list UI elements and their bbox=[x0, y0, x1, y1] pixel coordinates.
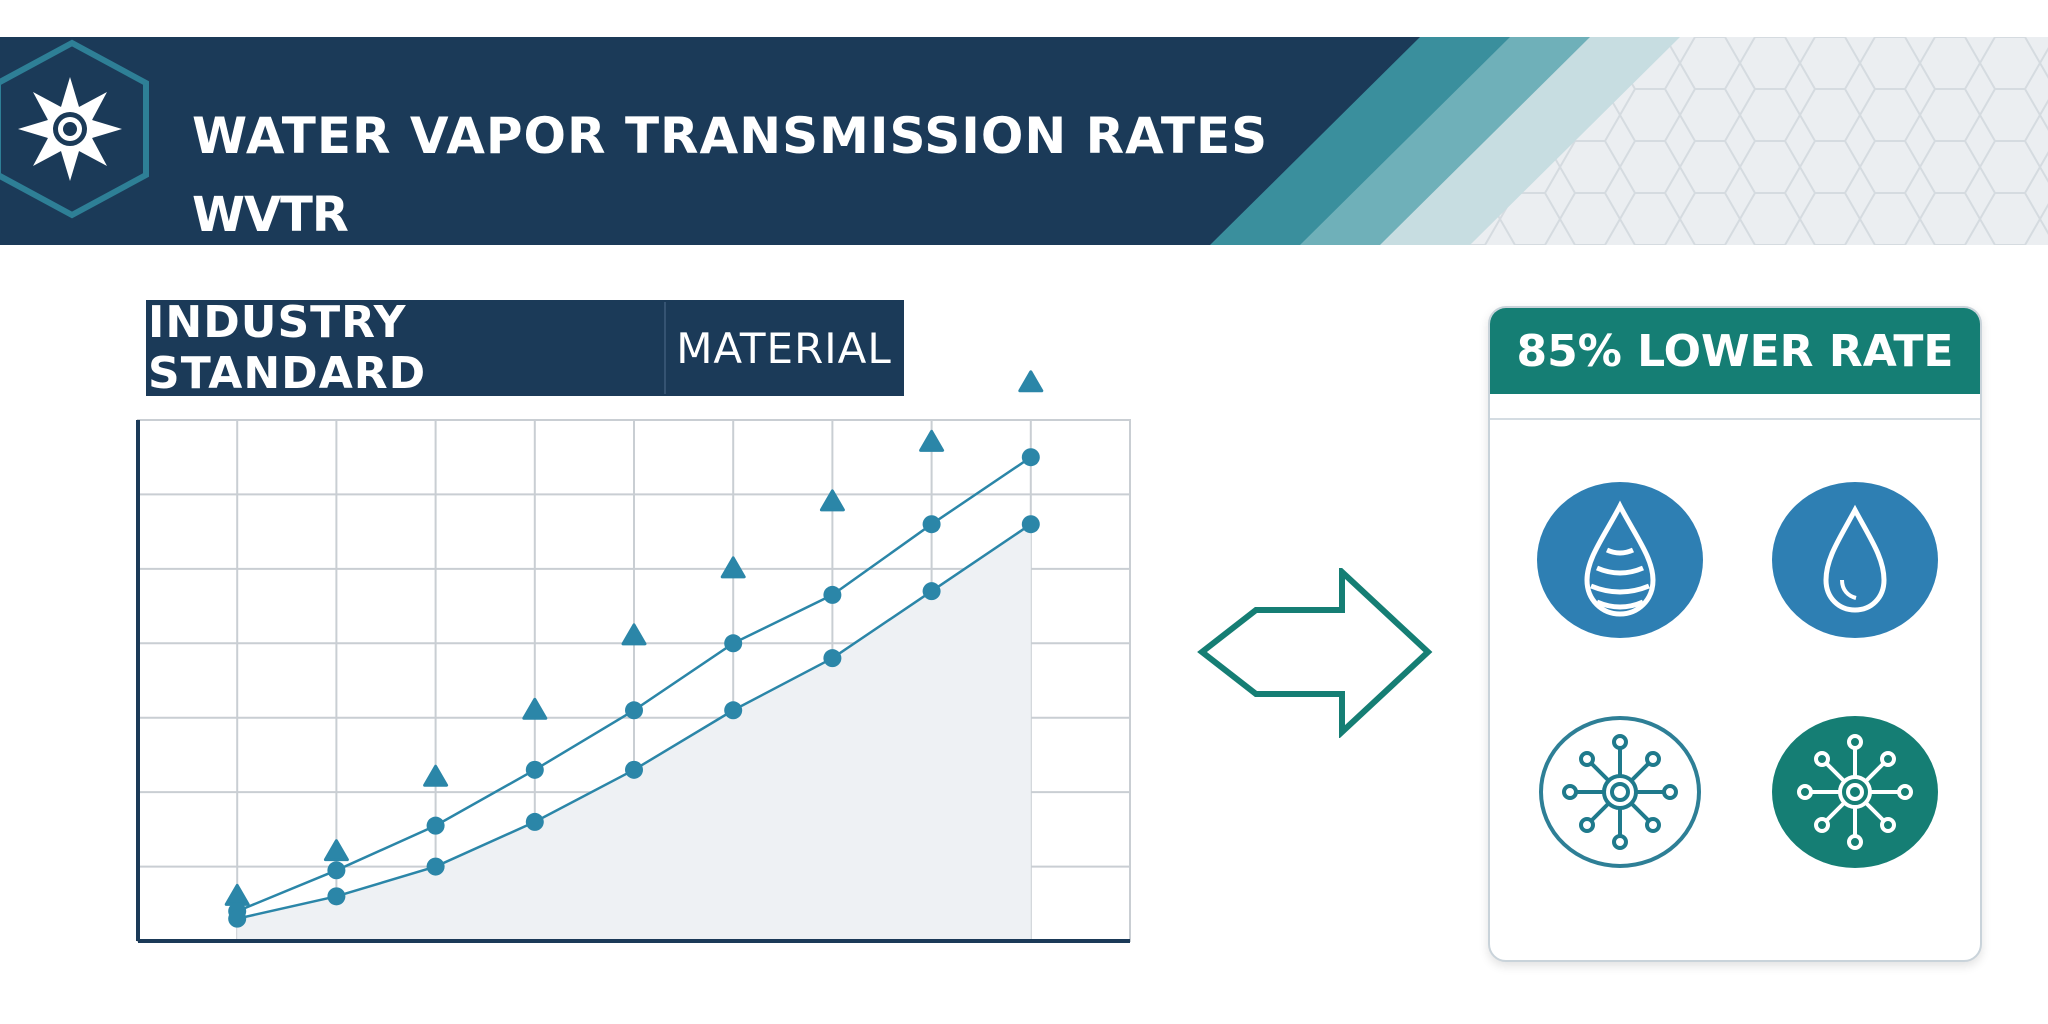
chart-series-markers bbox=[224, 370, 1044, 928]
data-point-circle bbox=[724, 634, 743, 653]
result-headline: 85% LOWER RATE bbox=[1490, 308, 1980, 394]
sun-flower-icon bbox=[0, 39, 149, 219]
header-banner: WATER VAPOR TRANSMISSION RATES WVTR bbox=[0, 37, 2048, 245]
data-point-triangle bbox=[621, 623, 647, 646]
chart-legend: INDUSTRY STANDARD MATERIAL bbox=[146, 297, 904, 399]
data-point-triangle bbox=[819, 489, 845, 512]
banner-background bbox=[0, 37, 2048, 245]
series-fill bbox=[237, 524, 1031, 941]
data-point-circle bbox=[625, 760, 643, 779]
banner-title: WATER VAPOR TRANSMISSION RATES bbox=[192, 107, 1269, 165]
data-point-circle bbox=[525, 760, 544, 779]
data-point-circle bbox=[922, 515, 941, 534]
outline-right-arrow-icon bbox=[1197, 568, 1433, 738]
data-point-circle bbox=[525, 812, 544, 831]
data-point-circle bbox=[724, 701, 743, 720]
chart-axes bbox=[136, 420, 1130, 943]
data-point-circle bbox=[426, 816, 445, 835]
data-point-circle bbox=[823, 585, 842, 604]
data-point-circle bbox=[625, 701, 643, 720]
data-point-circle bbox=[1021, 448, 1040, 467]
data-point-triangle bbox=[919, 429, 945, 452]
legend-industry-standard: INDUSTRY STANDARD bbox=[148, 297, 666, 399]
data-point-triangle bbox=[1018, 370, 1044, 393]
data-point-circle bbox=[823, 649, 842, 668]
result-divider bbox=[1490, 394, 1980, 420]
data-point-circle bbox=[228, 909, 247, 928]
wvtr-line-chart bbox=[136, 370, 1131, 943]
data-point-circle bbox=[922, 582, 941, 601]
molecule-outline-icon bbox=[1539, 716, 1701, 868]
result-card: 85% LOWER RATE bbox=[1488, 306, 1982, 962]
data-point-circle bbox=[426, 857, 445, 876]
data-point-circle bbox=[327, 861, 346, 880]
data-point-triangle bbox=[720, 556, 746, 579]
molecule-icon bbox=[1772, 716, 1938, 868]
legend-material: MATERIAL bbox=[676, 323, 892, 373]
data-point-circle bbox=[1021, 515, 1040, 534]
data-point-circle bbox=[327, 887, 346, 906]
data-point-triangle bbox=[423, 764, 449, 787]
data-point-triangle bbox=[522, 697, 548, 720]
banner-subtitle: WVTR bbox=[192, 187, 349, 243]
chart-fill-area bbox=[237, 524, 1031, 941]
water-drop-icon bbox=[1772, 482, 1938, 638]
layered-water-drop-icon bbox=[1537, 482, 1703, 638]
data-point-triangle bbox=[323, 839, 349, 862]
